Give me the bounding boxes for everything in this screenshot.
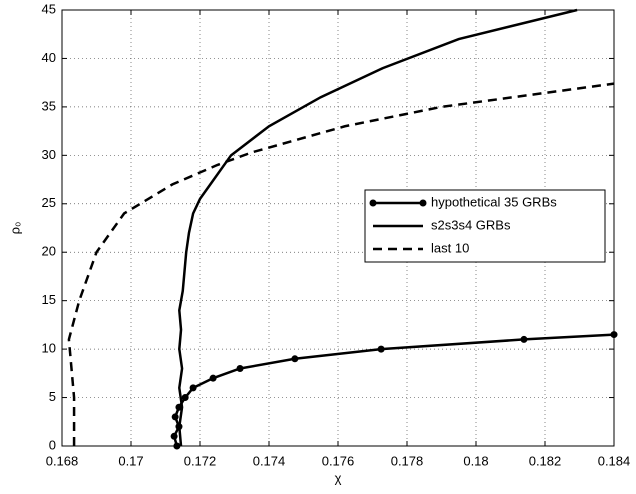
y-tick-label: 25 <box>42 195 56 210</box>
x-tick-label: 0.182 <box>529 453 562 468</box>
marker <box>236 364 244 372</box>
y-tick-label: 20 <box>42 244 56 259</box>
x-tick-label: 0.184 <box>598 453 631 468</box>
x-tick-label: 0.168 <box>46 453 79 468</box>
marker <box>209 374 217 382</box>
marker <box>171 413 179 421</box>
x-axis-label: χ <box>335 470 342 485</box>
y-axis-label: ρ₀ <box>7 222 22 235</box>
y-tick-label: 5 <box>49 389 56 404</box>
x-tick-label: 0.17 <box>118 453 143 468</box>
y-tick-label: 30 <box>42 147 56 162</box>
marker <box>181 394 189 402</box>
legend-label: hypothetical 35 GRBs <box>431 194 557 209</box>
y-tick-label: 15 <box>42 292 56 307</box>
x-tick-label: 0.178 <box>391 453 424 468</box>
legend-marker <box>419 199 427 207</box>
y-tick-label: 0 <box>49 437 56 452</box>
marker <box>189 384 197 392</box>
line <box>178 8 578 447</box>
marker <box>170 432 178 440</box>
x-tick-label: 0.176 <box>322 453 355 468</box>
line <box>67 82 615 446</box>
y-tick-label: 40 <box>42 50 56 65</box>
y-tick-label: 45 <box>42 1 56 16</box>
legend-label: s2s3s4 GRBs <box>431 217 511 232</box>
marker <box>377 345 385 353</box>
marker <box>520 335 528 343</box>
y-tick-label: 10 <box>42 341 56 356</box>
x-tick-label: 0.174 <box>253 453 286 468</box>
legend-marker <box>369 199 377 207</box>
x-tick-label: 0.18 <box>463 453 488 468</box>
y-tick-label: 35 <box>42 98 56 113</box>
plot-frame <box>61 9 615 447</box>
marker <box>291 355 299 363</box>
x-tick-label: 0.172 <box>184 453 217 468</box>
legend-label: last 10 <box>431 240 469 255</box>
